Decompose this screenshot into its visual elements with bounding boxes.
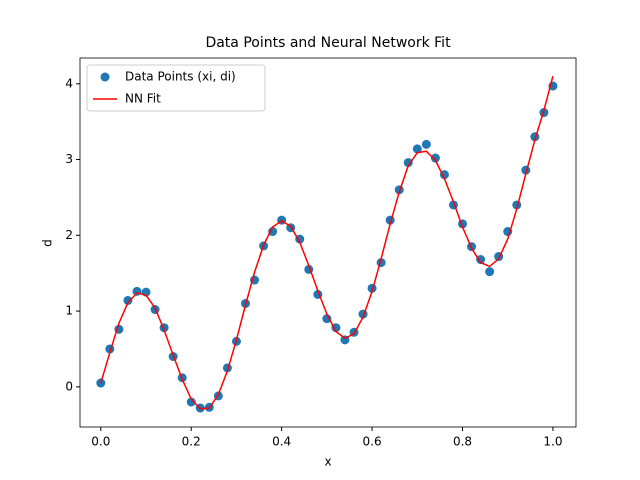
data-point bbox=[132, 286, 142, 296]
x-tick-label: 1.0 bbox=[543, 435, 562, 449]
y-axis-label: d bbox=[41, 239, 55, 247]
data-point bbox=[485, 267, 495, 277]
x-tick-label: 0.6 bbox=[363, 435, 382, 449]
y-tick-label: 4 bbox=[65, 76, 73, 90]
legend-marker bbox=[100, 72, 110, 82]
y-tick-label: 1 bbox=[65, 304, 73, 318]
legend-label: NN Fit bbox=[125, 92, 161, 106]
fit-line bbox=[100, 76, 554, 410]
x-tick-label: 0.4 bbox=[272, 435, 291, 449]
data-point bbox=[331, 323, 341, 333]
plot-frame bbox=[79, 57, 577, 428]
y-tick-label: 2 bbox=[65, 228, 73, 242]
x-axis-label: x bbox=[324, 455, 331, 469]
data-point bbox=[322, 314, 332, 324]
data-point bbox=[412, 144, 422, 154]
data-point bbox=[186, 397, 196, 407]
data-point bbox=[123, 295, 133, 305]
y-tick-label: 0 bbox=[65, 379, 73, 393]
data-point bbox=[403, 158, 413, 168]
legend-label: Data Points (xi, di) bbox=[125, 70, 236, 84]
data-point bbox=[476, 255, 486, 265]
y-tick-label: 3 bbox=[65, 152, 73, 166]
chart-title: Data Points and Neural Network Fit bbox=[205, 35, 451, 51]
x-tick-label: 0.2 bbox=[182, 435, 201, 449]
data-point bbox=[430, 153, 440, 163]
legend-box bbox=[86, 64, 266, 112]
x-tick-label: 0.8 bbox=[453, 435, 472, 449]
data-point bbox=[268, 227, 278, 237]
x-tick-label: 0.0 bbox=[91, 435, 110, 449]
data-point bbox=[421, 139, 431, 149]
